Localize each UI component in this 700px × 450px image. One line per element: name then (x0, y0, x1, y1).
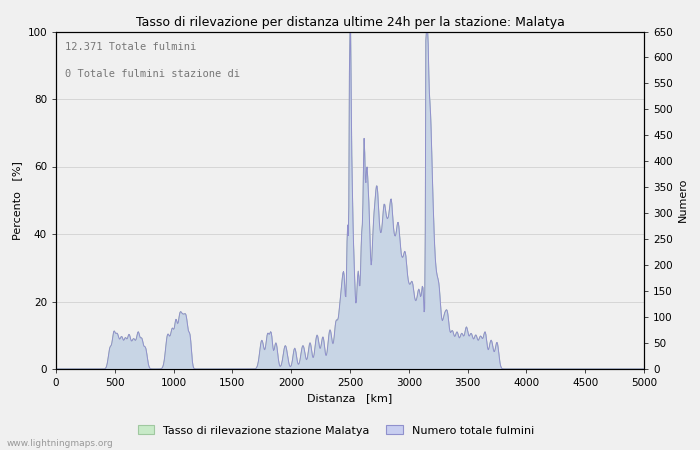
Y-axis label: Percento   [%]: Percento [%] (12, 161, 22, 240)
Y-axis label: Numero: Numero (678, 178, 688, 222)
Legend: Tasso di rilevazione stazione Malatya, Numero totale fulmini: Tasso di rilevazione stazione Malatya, N… (134, 421, 538, 440)
Text: 12.371 Totale fulmini: 12.371 Totale fulmini (65, 42, 196, 52)
Text: 0 Totale fulmini stazione di: 0 Totale fulmini stazione di (65, 68, 240, 79)
Title: Tasso di rilevazione per distanza ultime 24h per la stazione: Malatya: Tasso di rilevazione per distanza ultime… (136, 16, 564, 29)
Text: www.lightningmaps.org: www.lightningmaps.org (7, 439, 113, 448)
X-axis label: Distanza   [km]: Distanza [km] (307, 394, 393, 404)
